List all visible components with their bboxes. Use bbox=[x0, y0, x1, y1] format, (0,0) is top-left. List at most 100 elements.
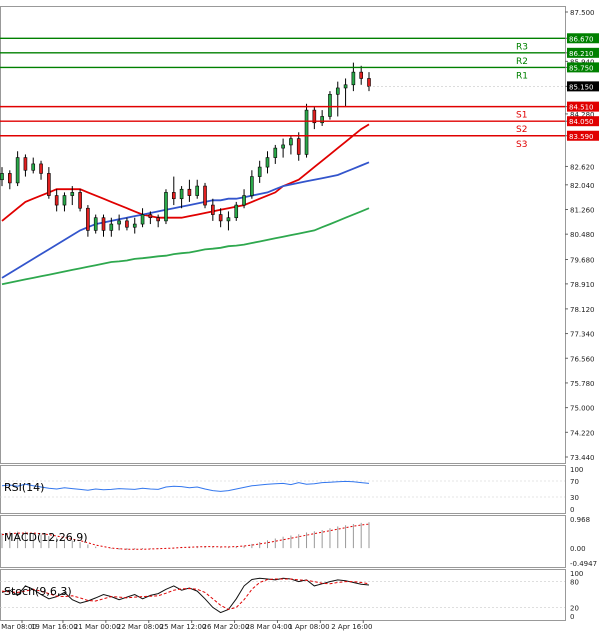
stoch-tick-label: 20 bbox=[570, 604, 579, 612]
candle-body bbox=[156, 217, 160, 222]
candle-body bbox=[23, 157, 28, 171]
candle-body bbox=[15, 157, 20, 184]
macd-tick-label: 0.00 bbox=[570, 545, 586, 553]
price-tick-label: 84.280 bbox=[570, 111, 595, 119]
candle-body bbox=[265, 157, 270, 168]
candle-body bbox=[359, 71, 363, 79]
indicator-panel-frame-0 bbox=[0, 465, 566, 514]
rsi-tick-label: 70 bbox=[570, 478, 579, 486]
price-panel: 87.500 86.670 86.21085.94085.750 85.150 84.5… bbox=[0, 6, 599, 464]
indicator-panel-frame-1 bbox=[0, 515, 566, 568]
candle-body bbox=[335, 87, 340, 95]
candle-body bbox=[179, 188, 184, 200]
level-name-s3: S3 bbox=[516, 140, 527, 150]
ma-line-0 bbox=[1, 123, 370, 222]
price-tick-label: 77.340 bbox=[570, 331, 595, 339]
stoch-line-1 bbox=[1, 578, 370, 611]
candle-body bbox=[171, 192, 176, 200]
stoch-tick-label: 100 bbox=[570, 570, 583, 578]
level-price-box bbox=[567, 130, 599, 141]
price-tick-label: 78.910 bbox=[570, 281, 595, 289]
candle-body bbox=[47, 173, 51, 196]
level-price-label: 85.750 bbox=[569, 64, 594, 72]
candle-body bbox=[281, 144, 285, 149]
level-price-box bbox=[567, 101, 599, 112]
rsi-tick-label: 30 bbox=[570, 494, 579, 502]
time-tick-label: 1 Apr 08:00 bbox=[288, 623, 329, 631]
candle-body bbox=[148, 214, 153, 219]
candle-body bbox=[39, 163, 43, 174]
level-name-r1: R1 bbox=[516, 71, 528, 81]
candle-body bbox=[250, 176, 254, 196]
candle-body bbox=[343, 84, 348, 89]
candle-body bbox=[257, 166, 262, 177]
stoch-tick-label: 80 bbox=[570, 579, 579, 587]
candle-body bbox=[234, 204, 239, 219]
candle-body bbox=[242, 195, 246, 206]
time-tick-label: 22 Mar 08:00 bbox=[117, 623, 164, 631]
level-price-label: 83.590 bbox=[569, 133, 594, 141]
time-tick-label: 2 Apr 16:00 bbox=[331, 623, 372, 631]
candle-body bbox=[93, 217, 98, 231]
time-tick-label: 25 Mar 12:00 bbox=[160, 623, 207, 631]
level-name-s1: S1 bbox=[516, 111, 527, 121]
candle-body bbox=[328, 93, 332, 117]
price-tick-label: 82.620 bbox=[570, 163, 595, 171]
rsi-title: RSI(14) bbox=[4, 481, 44, 494]
level-price-label: 84.510 bbox=[569, 104, 594, 112]
candle-body bbox=[101, 217, 106, 231]
candle-body bbox=[289, 138, 293, 146]
candle-body bbox=[273, 147, 278, 158]
candle-body bbox=[226, 217, 231, 222]
rsi-tick-label: 100 bbox=[570, 466, 583, 474]
candle-body bbox=[351, 71, 356, 86]
level-name-r2: R2 bbox=[516, 57, 528, 67]
candle-body bbox=[109, 223, 114, 231]
candle-body bbox=[187, 188, 192, 196]
candle-body bbox=[296, 138, 301, 155]
level-price-box bbox=[567, 62, 599, 73]
candle-body bbox=[140, 214, 145, 225]
time-tick-label: 19 Mar 16:00 bbox=[31, 623, 78, 631]
price-panel-frame bbox=[0, 6, 566, 464]
price-tick-label: 78.120 bbox=[570, 306, 595, 314]
ma-line-2 bbox=[1, 207, 370, 286]
level-price-label: 86.210 bbox=[569, 50, 594, 58]
candle-body bbox=[203, 185, 207, 206]
price-tick-label: 80.480 bbox=[570, 231, 595, 239]
price-tick-label: 74.220 bbox=[570, 429, 595, 437]
level-price-box bbox=[567, 116, 599, 127]
level-price-label: 84.050 bbox=[569, 118, 594, 126]
indicator-panels: 100 70 30 0 RSI(14) 0.968 0.00 -0.4947 MACD(12,2… bbox=[0, 465, 597, 621]
current-price-box bbox=[567, 81, 599, 92]
stoch-title: Stoch(9,6,3) bbox=[4, 585, 72, 598]
candle-body bbox=[164, 192, 168, 222]
candle-body bbox=[304, 109, 309, 155]
level-price-label: 86.670 bbox=[569, 35, 594, 43]
candle-body bbox=[86, 207, 90, 231]
candle-body bbox=[70, 192, 75, 196]
time-tick-label: 18 Mar 08:00 bbox=[0, 623, 37, 631]
level-price-box bbox=[567, 47, 599, 58]
candle-body bbox=[117, 220, 121, 225]
price-tick-label: 73.440 bbox=[570, 454, 595, 462]
time-tick-label: 28 Mar 04:00 bbox=[245, 623, 292, 631]
candle-body bbox=[367, 78, 371, 87]
candle-body bbox=[0, 173, 4, 181]
rsi-tick-label: 0 bbox=[570, 506, 574, 514]
candle-body bbox=[132, 223, 137, 228]
indicator-panel-frame-2 bbox=[0, 569, 566, 621]
candle-body bbox=[62, 195, 67, 206]
level-name-s2: S2 bbox=[516, 125, 527, 135]
candle-body bbox=[218, 214, 223, 222]
candle-body bbox=[312, 109, 317, 124]
price-tick-label: 87.500 bbox=[570, 9, 595, 17]
time-tick-label: 21 Mar 00:00 bbox=[74, 623, 121, 631]
ma-line-1 bbox=[1, 161, 370, 279]
price-tick-label: 76.560 bbox=[570, 355, 595, 363]
candle-body bbox=[195, 185, 200, 196]
macd-tick-label: -0.4947 bbox=[570, 560, 597, 568]
candle-body bbox=[31, 163, 36, 171]
